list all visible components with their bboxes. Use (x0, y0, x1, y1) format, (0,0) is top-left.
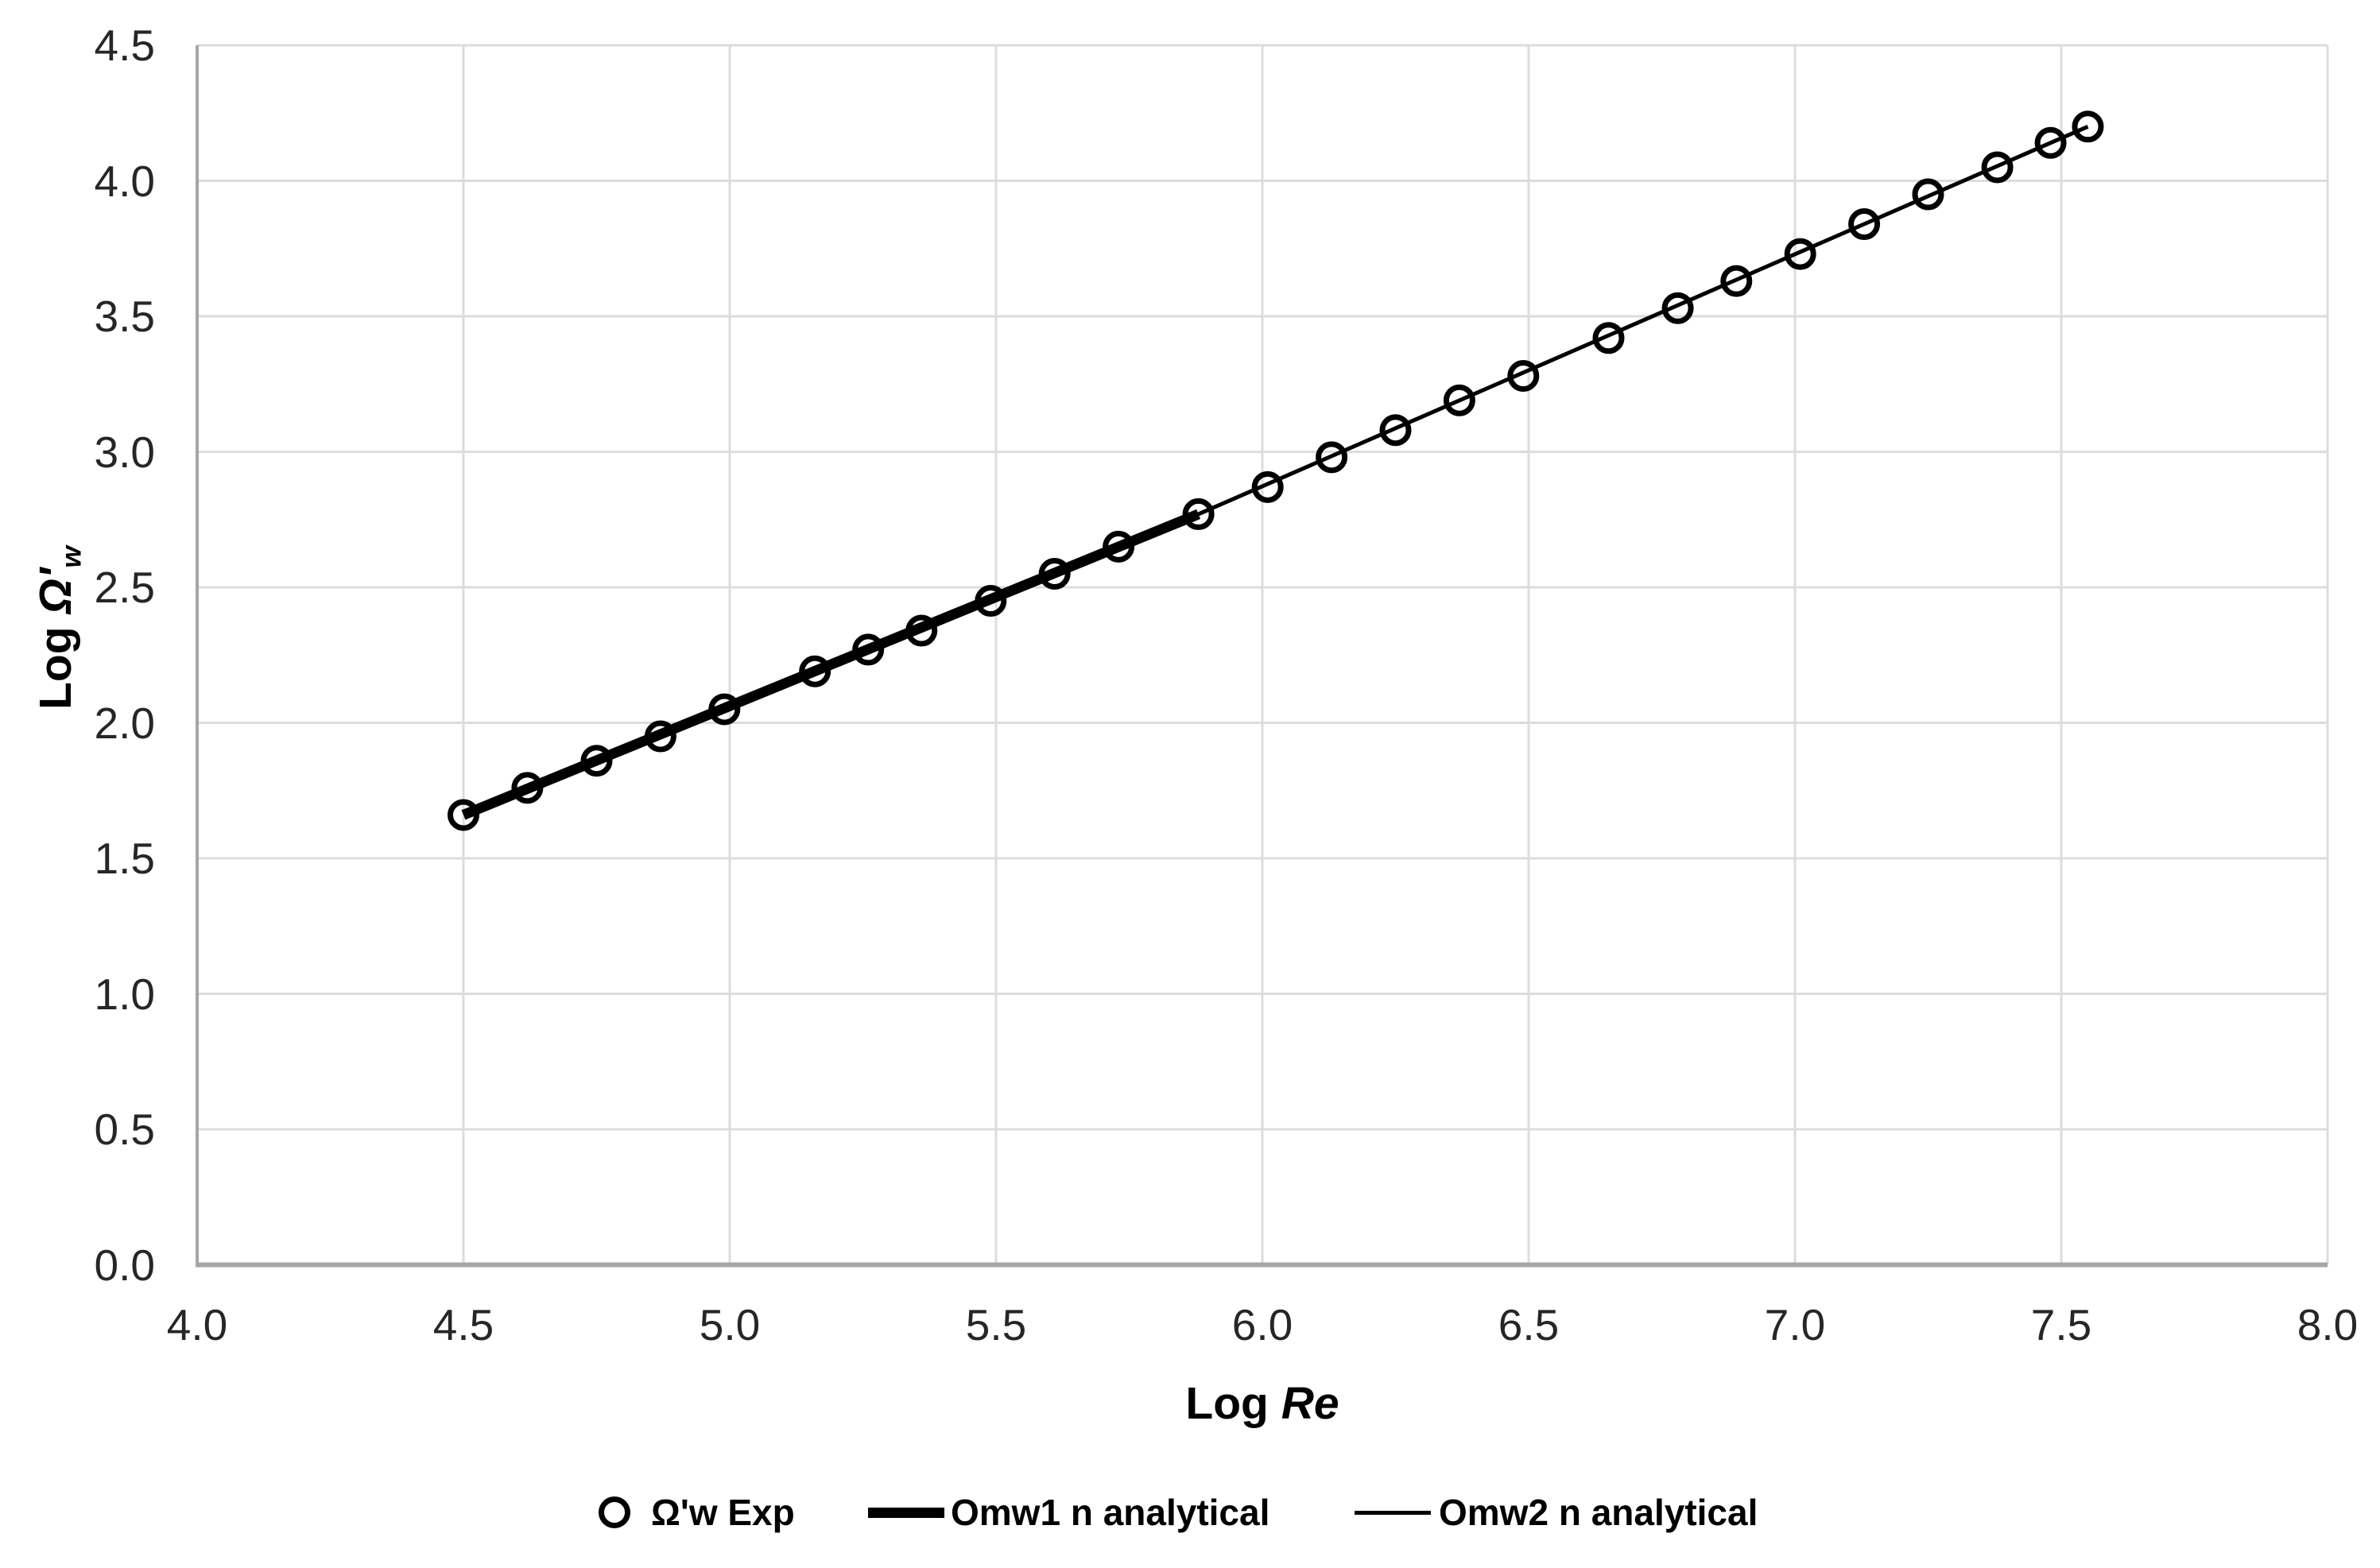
data-point-marker (2072, 110, 2104, 143)
y-tick-label: 3.0 (94, 427, 155, 477)
data-point-marker (1038, 557, 1071, 590)
legend-label-omw1: Omw1 n analytical (951, 1492, 1270, 1533)
legend-item-exp: Ω'w Exp (599, 1491, 795, 1534)
open-circle-marker-icon (599, 1496, 630, 1528)
data-point-marker (1103, 530, 1135, 563)
x-tick-label: 6.0 (1231, 1300, 1293, 1349)
y-tick-label: 3.5 (94, 292, 155, 341)
line-omw1-analytical (461, 509, 1201, 820)
x-tick-label: 4.0 (166, 1300, 228, 1349)
legend-item-omw1: Omw1 n analytical (868, 1491, 1269, 1534)
x-tick-label: 5.5 (965, 1300, 1027, 1349)
data-point-marker (1981, 151, 2014, 184)
line-omw2-analytical (1197, 125, 2089, 517)
data-point-marker (1379, 414, 1412, 447)
y-tick-label: 0.5 (94, 1105, 155, 1154)
legend-label-omw2: Omw2 n analytical (1439, 1492, 1758, 1533)
y-axis-title-subscript: w (56, 546, 87, 568)
data-point-marker (799, 655, 831, 687)
legend: Ω'w Exp Omw1 n analytical Omw2 n analyti… (0, 1491, 2380, 1534)
y-axis-title-symbol: Ω' (30, 567, 81, 614)
data-point-marker (708, 693, 741, 726)
data-point-marker (1592, 322, 1625, 354)
data-point-marker (1507, 360, 1540, 393)
y-tick-label: 1.0 (94, 969, 155, 1019)
y-axis-title-prefix: Log (30, 614, 81, 710)
thin-line-marker-icon (1355, 1510, 1431, 1515)
thick-line-marker-icon (868, 1507, 944, 1518)
y-tick-label: 2.0 (94, 698, 155, 748)
x-tick-label: 8.0 (2297, 1300, 2359, 1349)
x-tick-label: 4.5 (432, 1300, 494, 1349)
x-axis-title-prefix: Log (1185, 1378, 1281, 1429)
data-point-marker (1720, 265, 1753, 297)
data-point-marker (448, 799, 479, 831)
x-tick-label: 5.0 (699, 1300, 761, 1349)
data-point-marker (1251, 470, 1284, 503)
x-axis-title: Log Re (197, 1378, 2328, 1429)
x-axis-title-symbol: Re (1281, 1378, 1339, 1429)
x-tick-label: 7.5 (2030, 1300, 2092, 1349)
data-point-marker (905, 614, 938, 647)
y-axis-title: Log Ω'w (20, 459, 91, 796)
data-point-marker (2034, 126, 2067, 159)
data-point-marker (1661, 292, 1694, 324)
data-point-marker (1182, 498, 1215, 530)
legend-item-omw2: Omw2 n analytical (1355, 1491, 1758, 1534)
data-point-marker (1784, 238, 1816, 270)
y-tick-label: 2.5 (94, 563, 155, 612)
x-tick-label: 7.0 (1764, 1300, 1826, 1349)
x-tick-label: 6.5 (1498, 1300, 1560, 1349)
y-tick-label: 4.0 (94, 156, 155, 206)
y-tick-label: 0.0 (94, 1240, 155, 1290)
data-point-marker (1912, 178, 1944, 211)
data-point-marker (1316, 441, 1348, 474)
data-point-marker (511, 772, 544, 804)
data-point-marker (852, 633, 885, 666)
data-point-marker (644, 720, 676, 753)
y-tick-label: 1.5 (94, 834, 155, 883)
legend-label-exp: Ω'w Exp (651, 1492, 795, 1533)
y-tick-label: 4.5 (94, 21, 155, 70)
data-point-marker (1848, 208, 1881, 241)
data-point-marker (580, 745, 613, 777)
data-point-marker (1443, 384, 1475, 416)
data-point-marker (975, 585, 1007, 618)
